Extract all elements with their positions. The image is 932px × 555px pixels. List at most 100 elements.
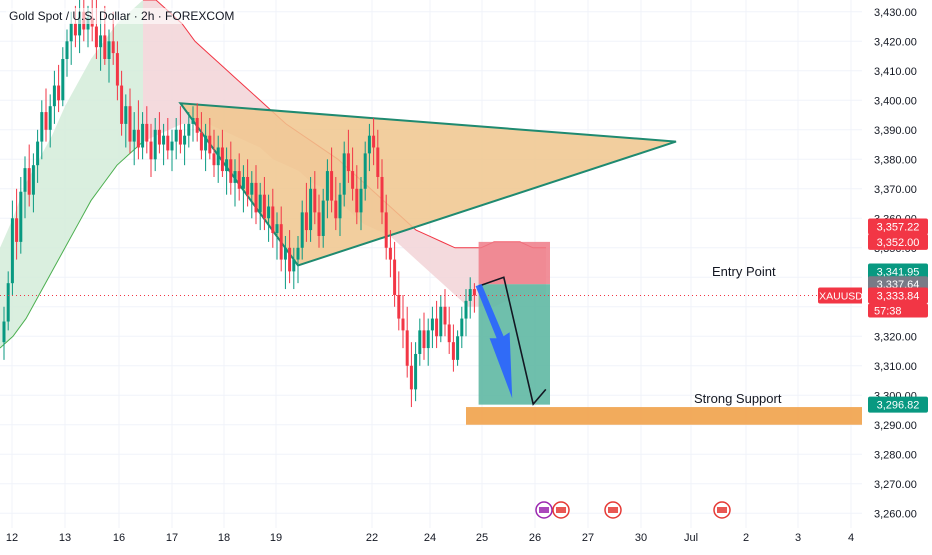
- candle-body: [27, 168, 31, 195]
- candle-body: [468, 289, 472, 301]
- event-icon-flag: [717, 507, 727, 513]
- candle-body: [132, 129, 136, 142]
- candle-body: [233, 171, 237, 183]
- candle-body: [325, 171, 329, 201]
- price-tag: [868, 287, 928, 304]
- candle-body: [128, 106, 132, 142]
- candle-body: [103, 35, 107, 59]
- x-tick-label: 2: [743, 532, 749, 544]
- candle-body: [225, 159, 229, 172]
- candle-body: [376, 147, 380, 177]
- candle-body: [262, 194, 266, 219]
- candle-body: [447, 324, 451, 343]
- candle-body: [40, 112, 44, 142]
- candle-body: [464, 300, 468, 319]
- candle-body: [216, 147, 220, 166]
- price-tag-label: 3,352.00: [877, 237, 920, 249]
- grid: [0, 0, 862, 528]
- candle-body: [145, 123, 149, 142]
- support-zone: [466, 407, 862, 425]
- x-tick-label: 27: [582, 532, 594, 544]
- candle-body: [372, 135, 376, 148]
- candle-body: [367, 135, 371, 154]
- countdown-tag: [868, 303, 928, 318]
- candle-body: [435, 318, 439, 337]
- x-tick-label: 4: [848, 532, 854, 544]
- candle-body: [330, 171, 334, 201]
- candle-body: [57, 85, 61, 101]
- candle-body: [73, 23, 77, 36]
- x-tick-label: 25: [476, 532, 488, 544]
- projection-path: [478, 276, 547, 406]
- candle-body: [36, 141, 40, 166]
- candle-body: [355, 188, 359, 213]
- y-tick-label: 3,430.00: [874, 7, 917, 19]
- y-tick-label: 3,390.00: [874, 125, 917, 137]
- candle-body: [15, 218, 19, 242]
- event-icon-flag: [608, 507, 618, 513]
- candle-body: [107, 41, 111, 59]
- candle-body: [380, 176, 384, 213]
- candle-body: [342, 153, 346, 195]
- price-tag-label: 3,357.22: [877, 221, 920, 233]
- annotations: Entry Point Strong Support XAUUSD: [0, 264, 864, 406]
- candle-body: [393, 259, 397, 295]
- candle-body: [52, 85, 56, 107]
- candle-body: [23, 168, 27, 192]
- candle-body: [195, 117, 199, 133]
- down-arrow: [475, 284, 513, 399]
- candle-body: [397, 294, 401, 319]
- price-tag: [868, 263, 928, 280]
- y-tick-label: 3,370.00: [874, 184, 917, 196]
- candle-body: [321, 200, 325, 236]
- candle-body: [439, 306, 443, 337]
- candle-body: [6, 283, 10, 322]
- candle-body: [456, 336, 460, 360]
- candle-body: [153, 129, 157, 160]
- candle-body: [451, 342, 455, 360]
- candle-body: [292, 259, 296, 272]
- candle-body: [334, 200, 338, 219]
- position-zones: [466, 241, 862, 425]
- candle-body: [166, 135, 170, 151]
- price-tag: [868, 396, 928, 413]
- candle-body: [187, 123, 191, 136]
- y-tick-label: 3,280.00: [874, 449, 917, 461]
- x-tick-label: 19: [270, 532, 282, 544]
- candle-body: [288, 247, 292, 272]
- candle-body: [409, 365, 413, 390]
- candle-body: [31, 165, 35, 195]
- candle-body: [94, 26, 98, 48]
- countdown-label: 57:38: [874, 305, 902, 317]
- candle-body: [178, 129, 182, 145]
- candle-body: [418, 330, 422, 354]
- candle-body: [204, 135, 208, 151]
- y-tick-label: 3,310.00: [874, 361, 917, 373]
- candle-body: [388, 247, 392, 260]
- candle-body: [250, 182, 254, 195]
- time-axis[interactable]: 12 13 16 17 18 19 22 24 25 26 27 30 Jul 2 3 4: [6, 532, 854, 544]
- candle-body: [162, 135, 166, 145]
- candle-body: [346, 153, 350, 172]
- candle-body: [48, 106, 52, 130]
- candle-body: [279, 224, 283, 260]
- candle-body: [99, 35, 103, 48]
- candle-body: [359, 188, 363, 213]
- candle-body: [149, 141, 153, 160]
- candle-body: [338, 194, 342, 219]
- price-tag-label: 3,333.84: [877, 290, 920, 302]
- cloud-bull: [0, 0, 143, 349]
- take-profit-zone: [478, 284, 550, 405]
- candle-body: [191, 117, 195, 124]
- candle-body: [170, 141, 174, 151]
- candle-body: [2, 321, 6, 343]
- candle-body: [271, 206, 275, 234]
- candle-body: [313, 188, 317, 213]
- price-axis[interactable]: 3,430.00 3,420.00 3,410.00 3,400.00 3,390.00…: [862, 0, 932, 550]
- candle-body: [157, 129, 161, 145]
- x-tick-label: 17: [166, 532, 178, 544]
- candle-body: [69, 23, 73, 42]
- candle-body: [401, 318, 405, 331]
- candle-body: [65, 41, 69, 59]
